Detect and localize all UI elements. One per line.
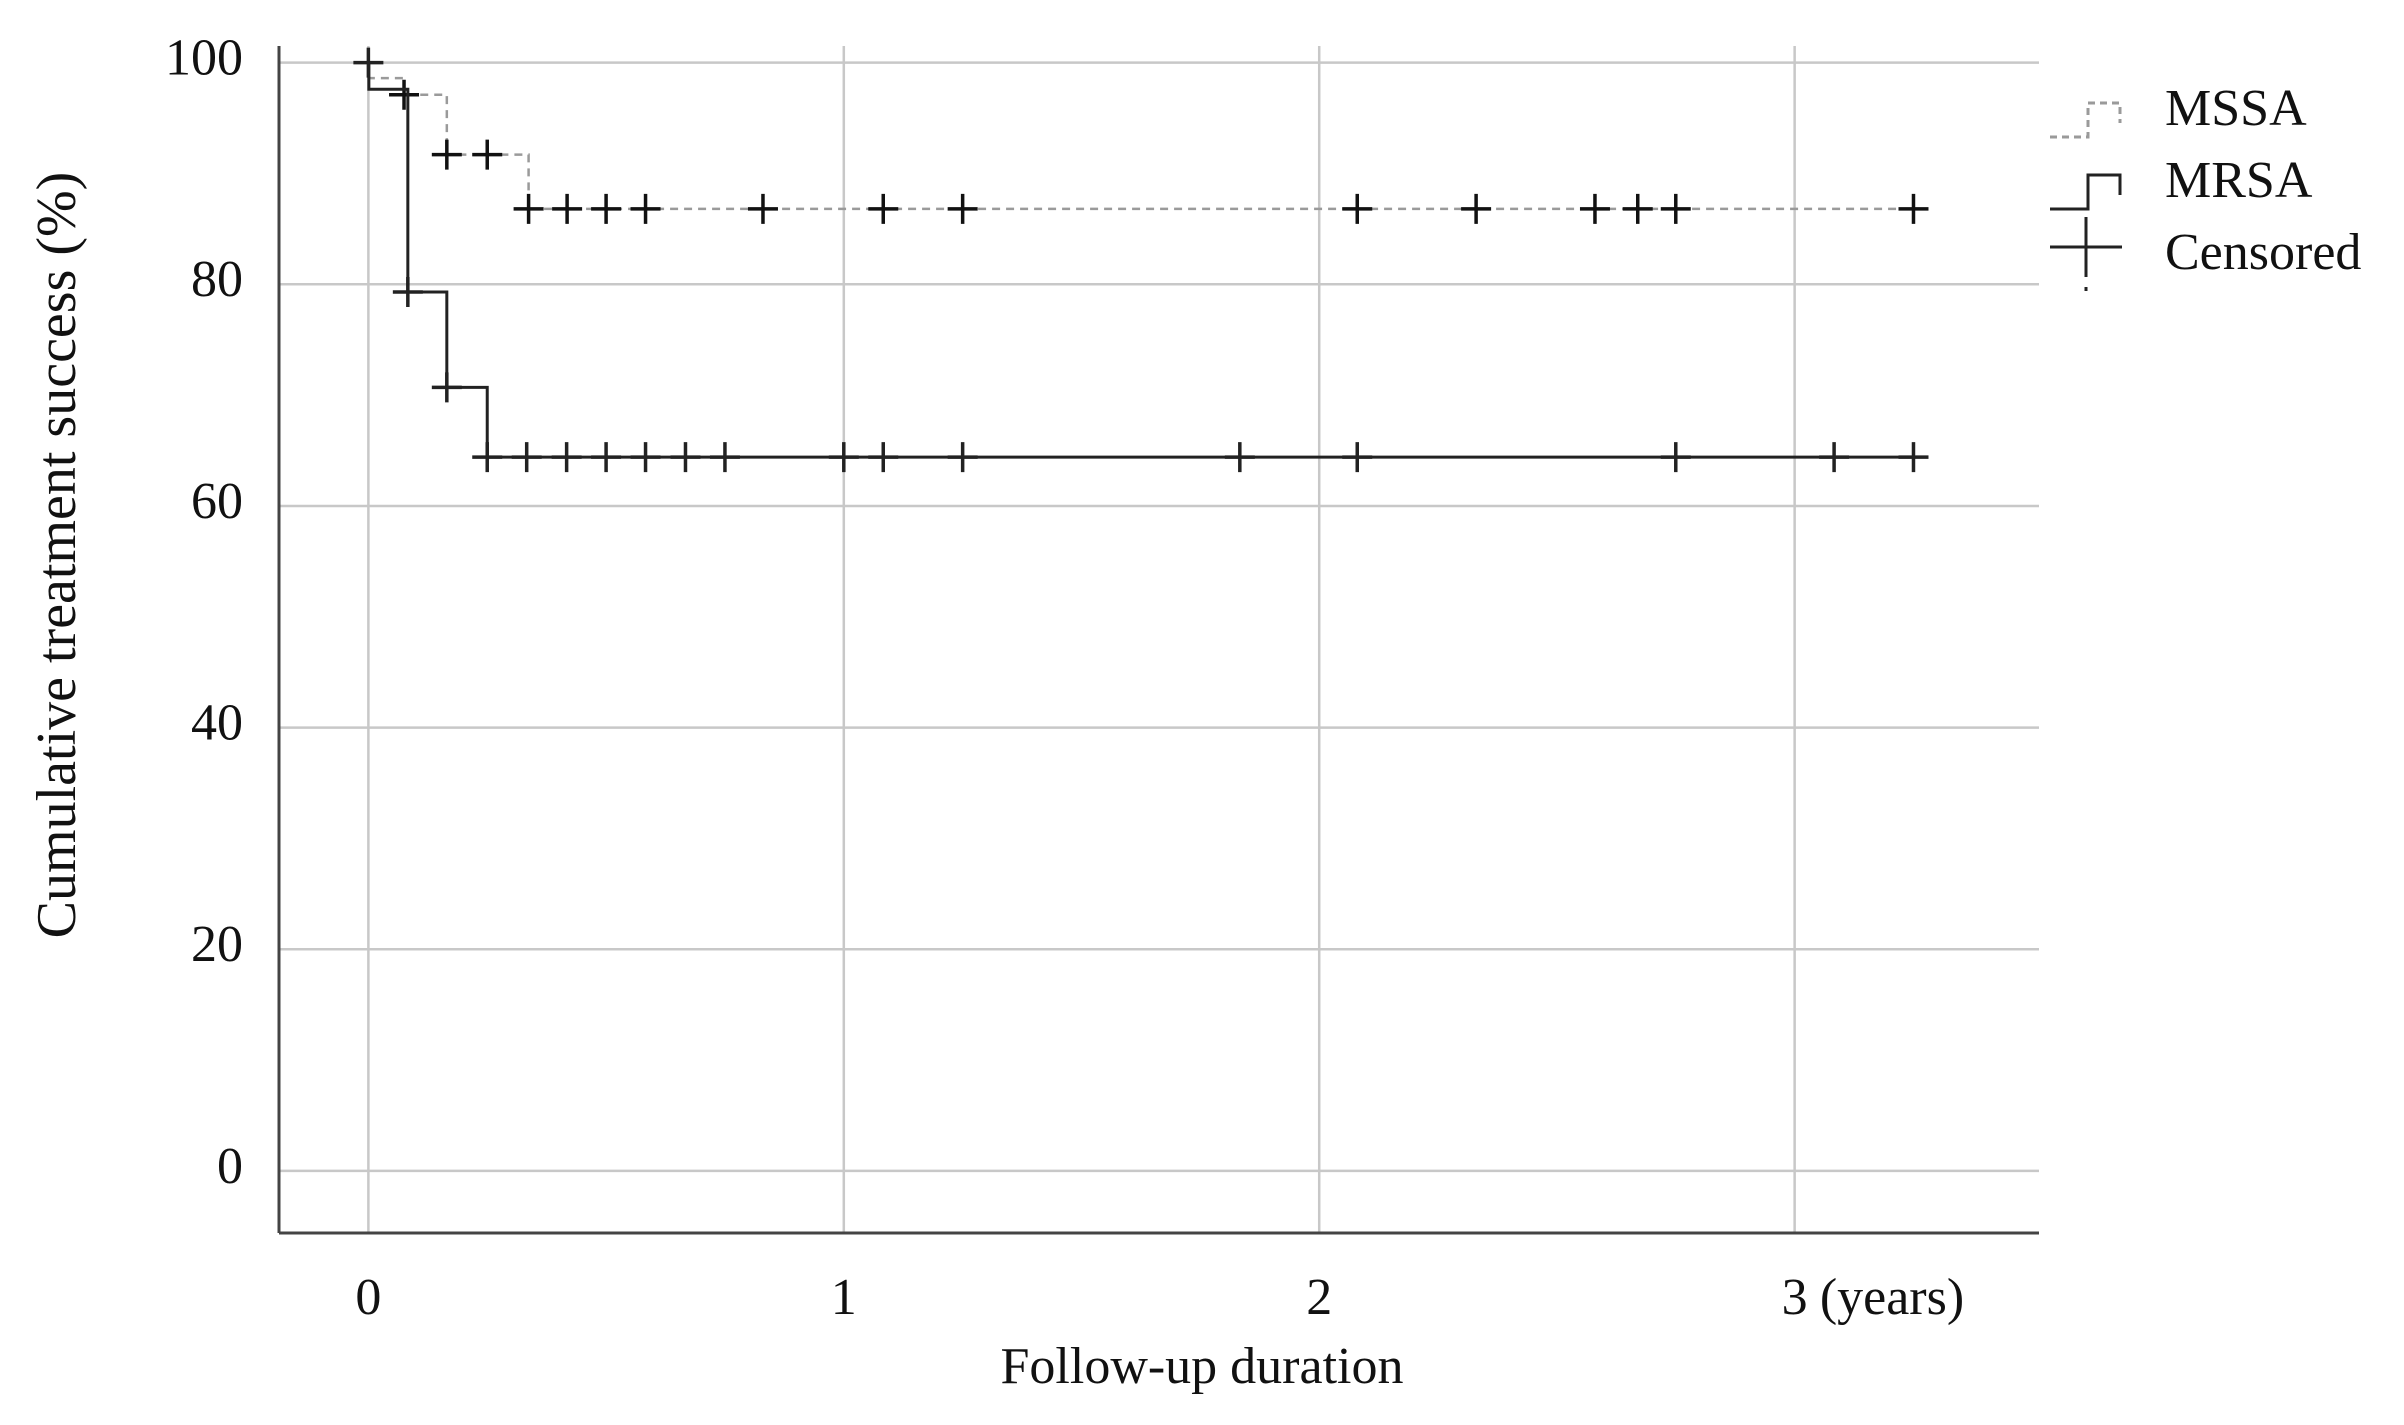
x-tick-label: 0 — [355, 1269, 381, 1326]
censor-mark — [511, 442, 542, 473]
censor-mark — [747, 193, 778, 224]
legend-swatch — [2050, 217, 2122, 291]
censor-mark — [630, 193, 661, 224]
censor-mark — [947, 442, 978, 473]
censor-mark — [591, 442, 622, 473]
censor-mark — [1898, 442, 1929, 473]
censor-mark — [431, 139, 462, 170]
censor-mark — [670, 442, 701, 473]
censor-mark — [1660, 442, 1691, 473]
censor-mark — [630, 442, 661, 473]
censor-mark — [1224, 442, 1255, 473]
censor-mark — [431, 372, 462, 403]
censor-mark — [1342, 193, 1373, 224]
x-axis-title: Follow-up duration — [1001, 1338, 1404, 1395]
legend-swatch — [2050, 101, 2122, 139]
censor-mark — [551, 442, 582, 473]
censor-mark — [1819, 442, 1850, 473]
censor-mark — [591, 193, 622, 224]
censor-mark — [1342, 442, 1373, 473]
survival-curve — [367, 61, 1914, 211]
censor-mark — [1622, 193, 1653, 224]
censor-mark — [389, 79, 420, 110]
y-tick-label: 80 — [191, 251, 243, 308]
y-tick-label: 20 — [191, 916, 243, 973]
censor-mark — [552, 193, 583, 224]
censor-mark — [1579, 193, 1610, 224]
censor-mark — [709, 442, 740, 473]
censor-mark — [513, 193, 544, 224]
censor-mark — [353, 47, 384, 78]
y-tick-label: 60 — [191, 473, 243, 530]
censor-mark — [868, 193, 899, 224]
legend-label: MSSA — [2165, 80, 2307, 137]
censor-mark — [392, 277, 423, 308]
y-tick-label: 100 — [165, 30, 243, 87]
censor-mark — [1461, 193, 1492, 224]
x-tick-label: 1 — [831, 1269, 857, 1326]
legend-label: MRSA — [2165, 152, 2313, 209]
legend-label: Censored — [2165, 224, 2361, 281]
y-tick-label: 0 — [217, 1138, 243, 1195]
survival-curve — [367, 61, 1914, 459]
censor-mark — [472, 139, 503, 170]
censor-mark — [828, 442, 859, 473]
censor-mark — [947, 193, 978, 224]
censor-mark — [868, 442, 899, 473]
censor-mark — [1660, 193, 1691, 224]
censor-mark — [472, 442, 503, 473]
y-axis-title: Cumulative treatment success (%) — [26, 172, 88, 939]
x-axis-unit: (years) — [1820, 1269, 1964, 1326]
y-tick-label: 40 — [191, 695, 243, 752]
legend-swatch — [2050, 173, 2122, 211]
x-tick-label: 3 — [1782, 1269, 1808, 1326]
x-tick-label: 2 — [1306, 1269, 1332, 1326]
censor-mark — [1898, 193, 1929, 224]
